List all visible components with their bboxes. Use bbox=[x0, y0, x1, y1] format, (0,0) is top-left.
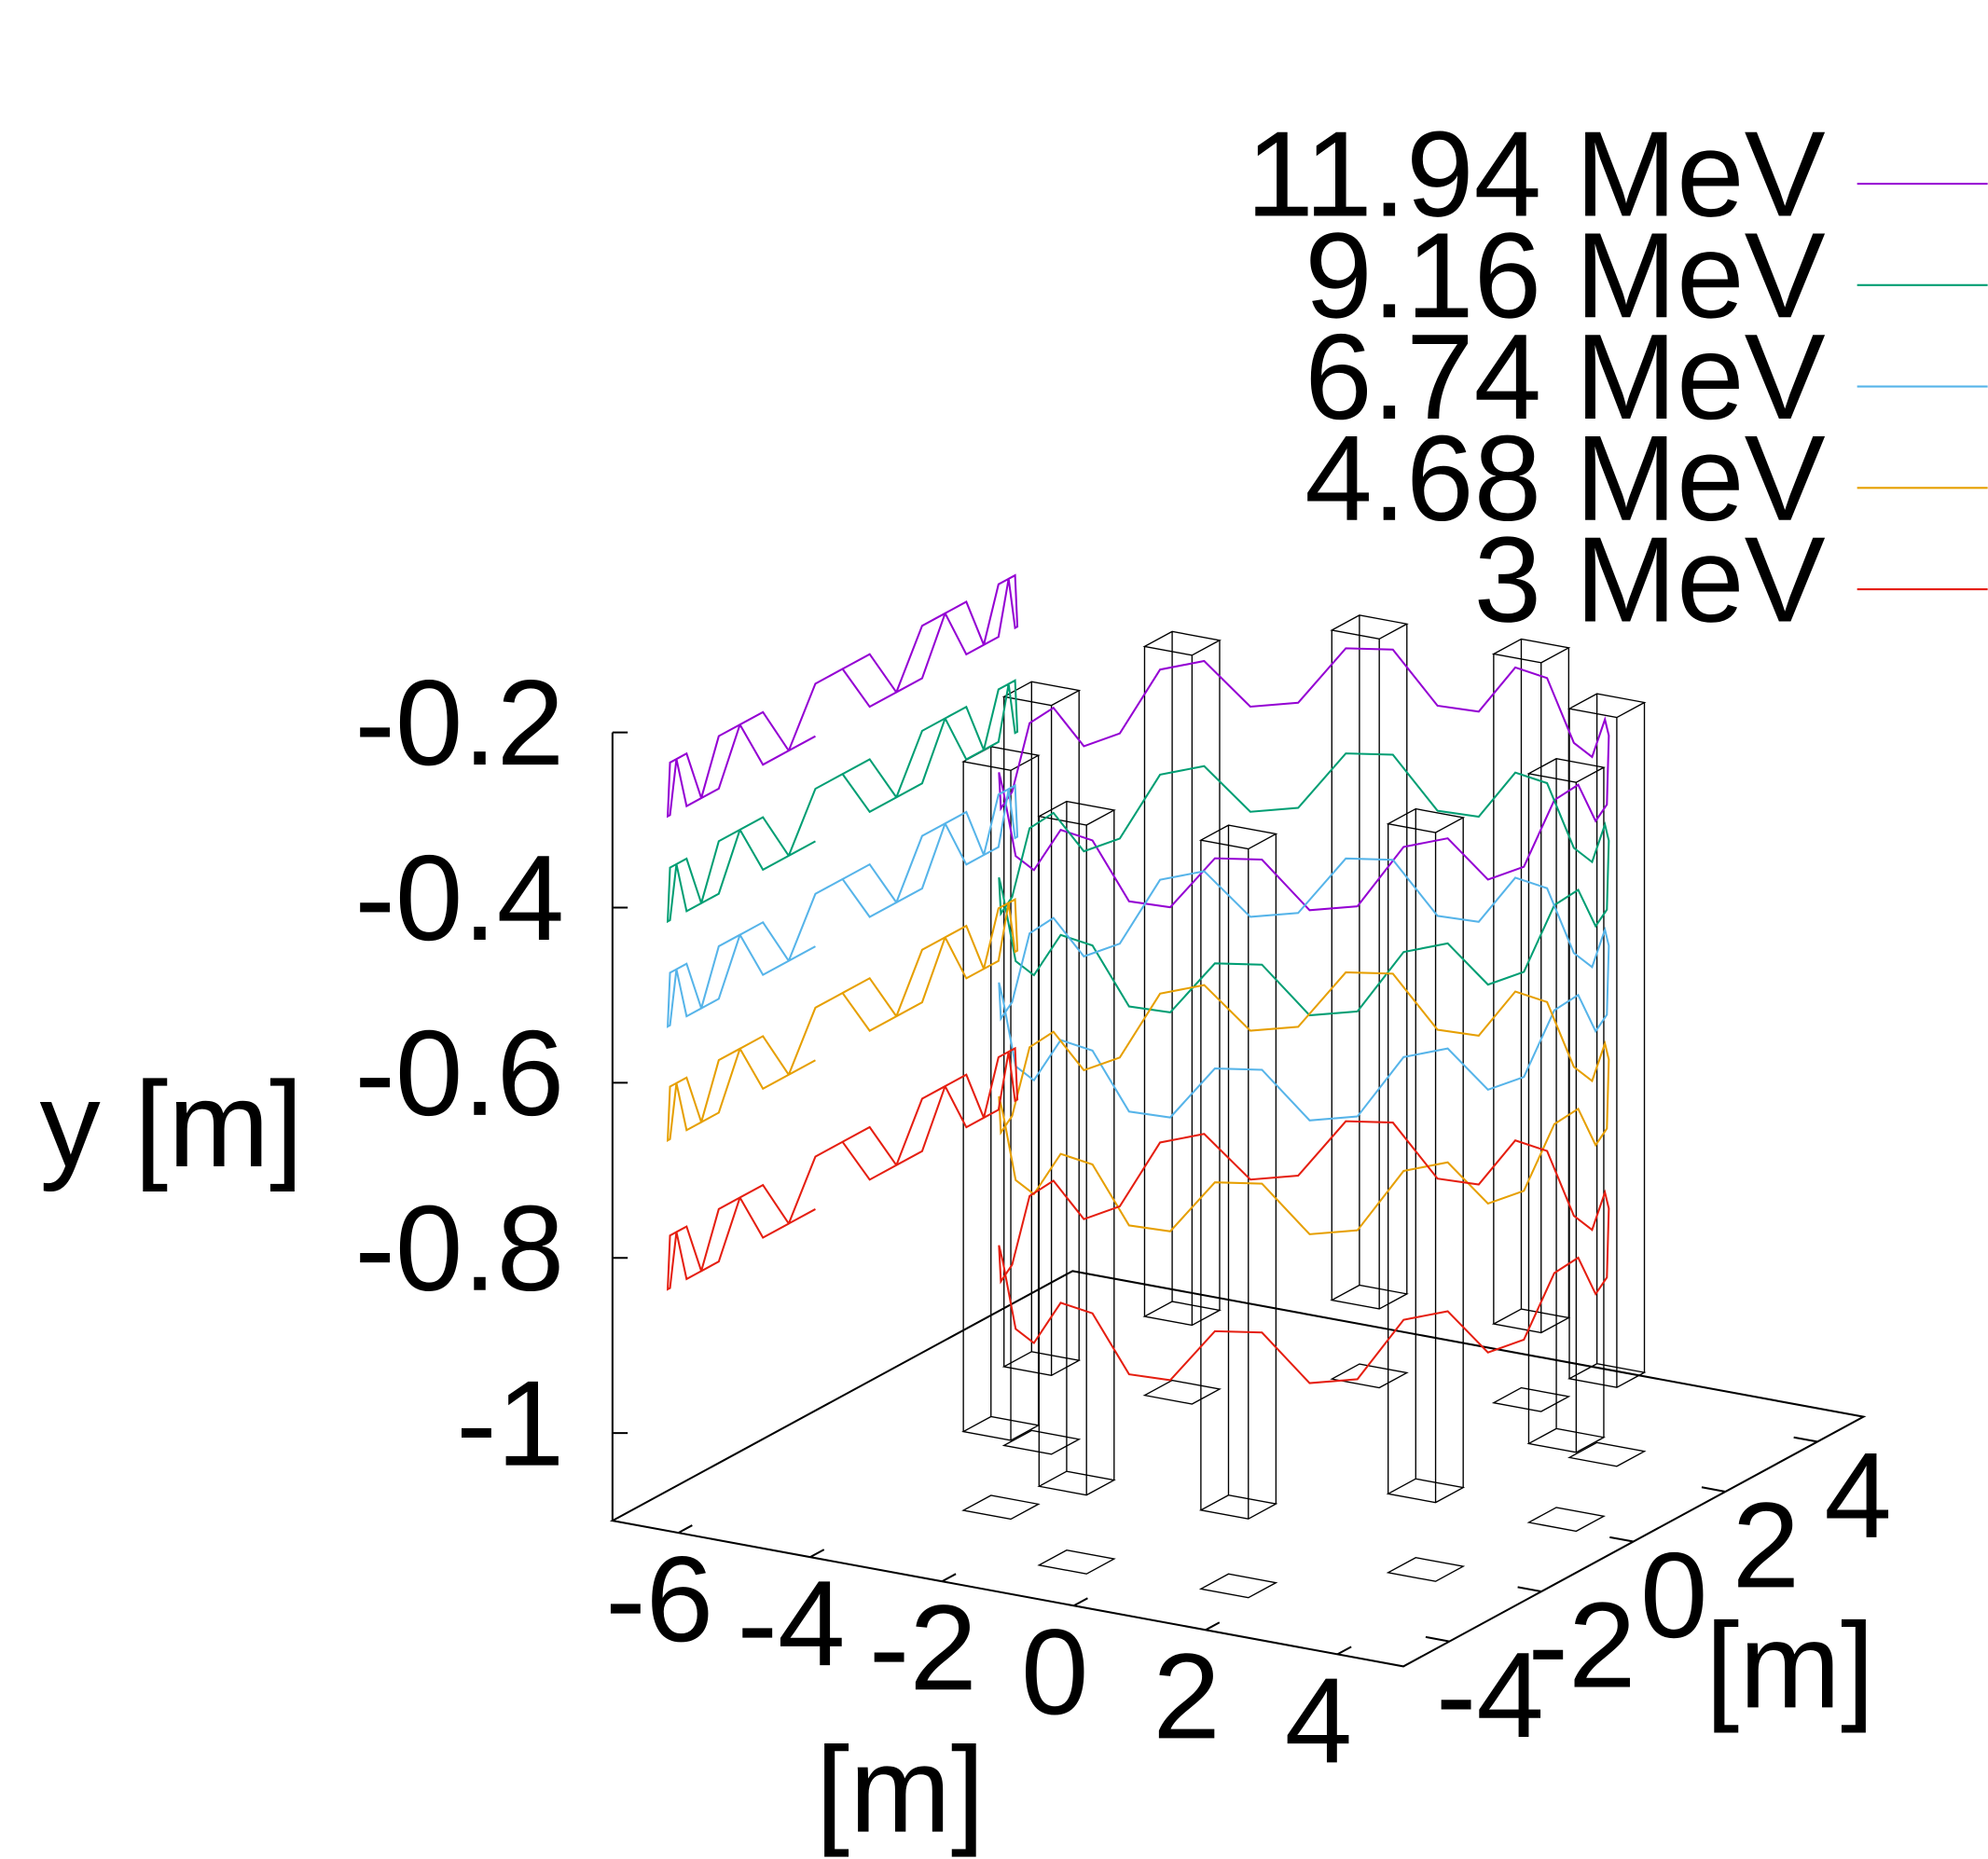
y-axis-label: y [m] bbox=[40, 1056, 304, 1192]
y-tick-label: -0.6 bbox=[354, 1005, 564, 1141]
page: y [m] [m] [m] -1-0.8-0.6-0.4-0.2-6-4-202… bbox=[0, 0, 1988, 1859]
legend-label: 3 MeV bbox=[1474, 512, 1826, 648]
projection-line bbox=[668, 575, 1017, 817]
magnet bbox=[1201, 825, 1276, 1598]
x-tick-label: 0 bbox=[1021, 1604, 1089, 1740]
magnet bbox=[1332, 615, 1406, 1388]
projection-line bbox=[668, 681, 1017, 922]
orbit-line bbox=[999, 753, 1608, 1015]
z-tick bbox=[1702, 1487, 1725, 1492]
magnet bbox=[1528, 759, 1603, 1532]
z-tick bbox=[1609, 1537, 1633, 1542]
magnet bbox=[1569, 694, 1644, 1467]
orbit-line bbox=[999, 859, 1608, 1121]
orbit-line bbox=[999, 972, 1608, 1234]
orbit-line bbox=[999, 648, 1608, 910]
magnet bbox=[1388, 809, 1463, 1582]
z-tick-label: 0 bbox=[1640, 1527, 1708, 1663]
z-tick-label: 4 bbox=[1824, 1427, 1892, 1563]
z-tick-label: 2 bbox=[1733, 1477, 1801, 1613]
x-tick-label: 2 bbox=[1153, 1628, 1221, 1764]
x-axis-label: [m] bbox=[816, 1722, 985, 1858]
orbit-line bbox=[999, 1122, 1608, 1384]
y-tick-label: -0.4 bbox=[354, 830, 564, 966]
y-tick-label: -0.2 bbox=[354, 654, 564, 791]
projection-line bbox=[668, 786, 1017, 1027]
z-tick bbox=[1794, 1438, 1817, 1442]
z-tick-label: -2 bbox=[1528, 1577, 1636, 1713]
x-tick-label: -6 bbox=[605, 1531, 713, 1667]
y-tick-label: -0.8 bbox=[354, 1180, 564, 1316]
magnet bbox=[1039, 802, 1113, 1575]
y-tick-label: -1 bbox=[456, 1356, 564, 1492]
chart: y [m] [m] [m] -1-0.8-0.6-0.4-0.2-6-4-202… bbox=[0, 0, 1988, 1859]
x-tick-label: -2 bbox=[869, 1579, 977, 1715]
projection-line bbox=[668, 900, 1017, 1141]
x-tick-label: 4 bbox=[1285, 1652, 1353, 1788]
projection-line bbox=[668, 1048, 1017, 1289]
x-tick-label: -4 bbox=[738, 1555, 846, 1691]
z-axis-label: [m] bbox=[1705, 1597, 1874, 1733]
magnet bbox=[1144, 631, 1219, 1404]
